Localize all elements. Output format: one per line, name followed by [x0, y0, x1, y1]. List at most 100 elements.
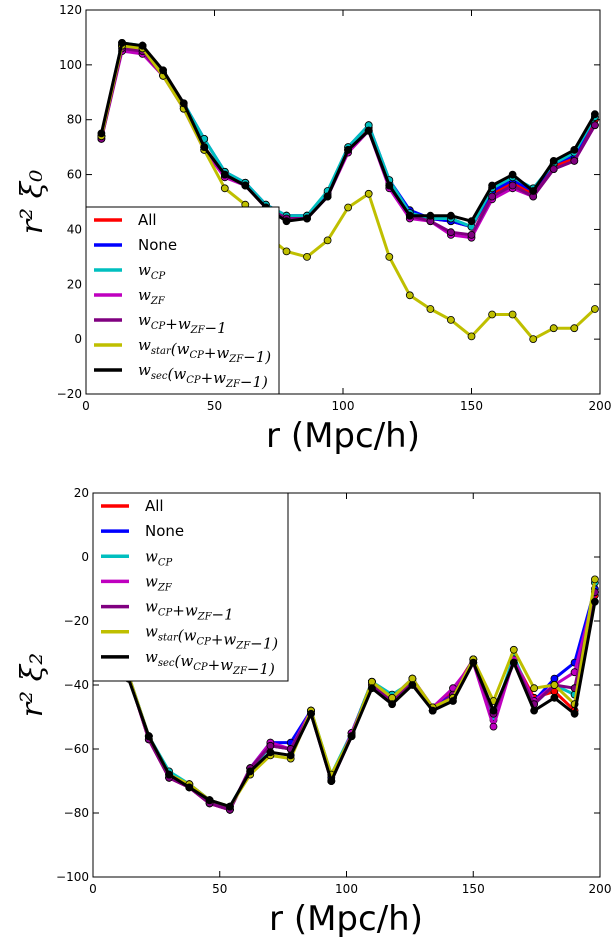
legend: All None wCP wZF wCP+wZF−1wstar(wCP+wZF−1)ws…: [85, 206, 280, 395]
axis-ticks: 0 50 100 150 200 −100 −80 −60 −40 −20 0 20: [56, 486, 611, 896]
data-point: [282, 217, 291, 226]
x-tick-label: 50: [212, 882, 227, 896]
data-point: [165, 770, 174, 779]
data-point: [307, 709, 315, 718]
data-point: [467, 217, 476, 226]
legend: All None wCP wZF wCP+wZF−1wstar(wCP+wZF−1)ws…: [92, 492, 289, 682]
y-tick-label: 0: [81, 550, 89, 564]
bottom-chart: 0 50 100 150 200 −100 −80 −60 −40 −20 0 20 r (Mpc/h…: [15, 486, 611, 939]
x-tick-label: 150: [462, 882, 485, 896]
data-point: [367, 684, 376, 693]
data-point: [344, 203, 353, 212]
legend-label: wsec(wCP+wZF−1): [138, 361, 268, 391]
y-tick-label: −80: [64, 806, 89, 820]
legend-label: wZF: [138, 286, 166, 307]
data-point: [286, 751, 295, 760]
y-tick-label: 60: [67, 168, 82, 182]
data-point: [246, 767, 255, 776]
legend-box: [85, 206, 280, 395]
x-tick-label: 100: [335, 882, 358, 896]
data-lines: [104, 575, 599, 814]
data-point: [179, 99, 188, 108]
data-point: [467, 332, 476, 341]
x-tick-label: 200: [589, 882, 611, 896]
data-point: [508, 181, 517, 190]
x-tick-label: 0: [89, 882, 97, 896]
data-point: [449, 697, 457, 705]
data-point: [220, 170, 229, 179]
legend-box: [92, 492, 289, 682]
y-tick-label: 40: [67, 222, 82, 236]
data-point: [408, 674, 417, 683]
y-tick-label: 120: [59, 3, 82, 17]
data-point: [185, 783, 194, 792]
data-point: [344, 145, 353, 154]
legend-label: All: [138, 211, 157, 229]
legend-label: wCP+wZF−1: [138, 311, 227, 337]
x-axis-label: r (Mpc/h): [266, 416, 420, 456]
x-tick-label: 50: [207, 399, 222, 413]
legend-label: wstar(wCP+wZF−1): [138, 336, 271, 366]
data-point: [364, 126, 373, 135]
data-point: [570, 709, 579, 718]
y-tick-label: −60: [64, 742, 89, 756]
data-point: [428, 706, 437, 715]
data-point: [220, 184, 229, 193]
data-point: [570, 156, 579, 165]
data-point: [159, 66, 168, 75]
data-point: [426, 305, 435, 313]
data-point: [385, 252, 394, 261]
legend-label: None: [138, 236, 177, 254]
x-axis-label: r (Mpc/h): [269, 899, 423, 939]
data-point: [529, 335, 538, 344]
data-point: [446, 315, 455, 324]
y-axis-label: r² ξ₀: [15, 170, 50, 234]
data-point: [323, 236, 332, 245]
data-point: [469, 658, 478, 667]
legend-label: wZF: [145, 572, 173, 593]
data-point: [303, 214, 311, 223]
data-point: [405, 211, 414, 220]
data-point: [405, 291, 414, 300]
data-point: [489, 722, 498, 731]
data-point: [467, 230, 476, 239]
x-tick-label: 100: [332, 399, 355, 413]
legend-label: wstar(wCP+wZF−1): [145, 623, 278, 653]
data-point: [550, 693, 559, 702]
data-point: [488, 310, 497, 319]
data-point: [549, 156, 558, 165]
data-lines: [97, 39, 599, 344]
data-point: [591, 121, 599, 130]
data-point: [529, 187, 538, 195]
y-axis-label: r² ξ₂: [15, 653, 50, 717]
legend-label: wCP: [145, 547, 172, 568]
y-tick-label: −20: [64, 614, 89, 628]
data-point: [549, 324, 558, 333]
data-point: [367, 677, 376, 686]
data-point: [446, 228, 455, 237]
data-point: [364, 189, 373, 198]
legend-label: All: [145, 497, 164, 515]
y-tick-label: 100: [59, 58, 82, 72]
data-point: [282, 247, 291, 256]
data-point: [591, 110, 599, 119]
data-point: [205, 796, 214, 805]
y-tick-label: −40: [64, 678, 89, 692]
data-point: [347, 732, 356, 741]
data-point: [408, 681, 417, 689]
data-point: [144, 732, 153, 741]
data-point: [530, 706, 538, 715]
data-point: [550, 674, 559, 683]
y-tick-label: −20: [57, 387, 82, 401]
data-point: [489, 706, 498, 715]
data-point: [591, 597, 599, 606]
data-point: [225, 802, 234, 811]
x-tick-label: 0: [82, 399, 90, 413]
data-point: [266, 741, 275, 750]
data-point: [323, 192, 332, 201]
data-point: [530, 684, 538, 693]
data-point: [509, 645, 518, 654]
